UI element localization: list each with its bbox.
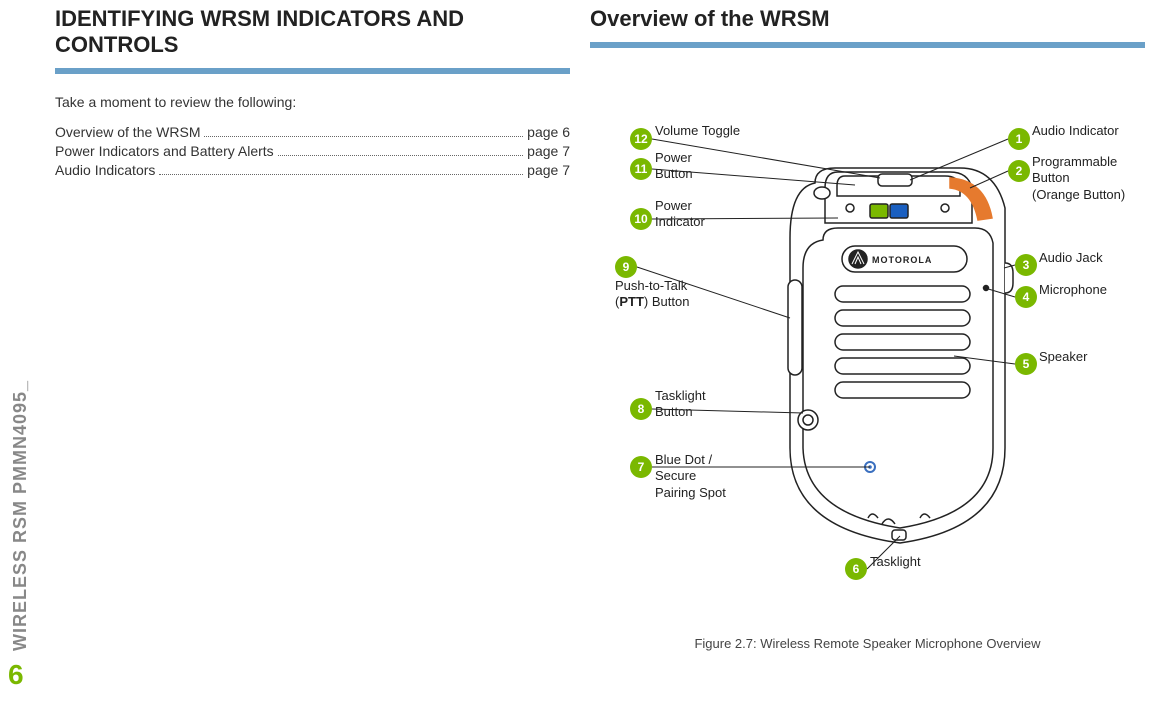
toc-dots (159, 164, 523, 175)
callout-marker-9: 9 (615, 256, 637, 278)
callout-marker-2: 2 (1008, 160, 1030, 182)
callout-label-3: Audio Jack (1039, 250, 1103, 266)
toc-page: page 7 (527, 143, 570, 159)
left-rule (55, 68, 570, 74)
toc-page: page 7 (527, 162, 570, 178)
callout-marker-6: 6 (845, 558, 867, 580)
toc-label: Overview of the WRSM (55, 124, 200, 140)
toc-row: Power Indicators and Battery Alerts page … (55, 143, 570, 159)
side-vertical-text: WIRELESS RSM PMMN4095_ (10, 291, 31, 651)
brand-text: MOTOROLA (872, 255, 932, 265)
callout-marker-12: 12 (630, 128, 652, 150)
callout-label-8: TasklightButton (655, 388, 706, 421)
left-column: IDENTIFYING WRSM INDICATORS AND CONTROLS… (55, 0, 570, 181)
callout-label-6: Tasklight (870, 554, 921, 570)
callout-label-7: Blue Dot /SecurePairing Spot (655, 452, 726, 501)
figure-caption: Figure 2.7: Wireless Remote Speaker Micr… (590, 636, 1145, 651)
toc-label: Audio Indicators (55, 162, 155, 178)
callout-label-9: Push-to-Talk(PTT) Button (615, 278, 689, 311)
callout-label-4: Microphone (1039, 282, 1107, 298)
side-tab: WIRELESS RSM PMMN4095_ 6 (8, 11, 38, 691)
toc-list: Overview of the WRSM page 6 Power Indicato… (55, 124, 570, 178)
callout-marker-5: 5 (1015, 353, 1037, 375)
page-number: 6 (8, 659, 24, 691)
callout-marker-4: 4 (1015, 286, 1037, 308)
toc-row: Overview of the WRSM page 6 (55, 124, 570, 140)
figure-area: MOTOROLA 1Audio Indicator 2ProgrammableBu… (590, 68, 1145, 628)
right-title: Overview of the WRSM (590, 0, 1145, 42)
callout-label-1: Audio Indicator (1032, 123, 1119, 139)
callout-marker-10: 10 (630, 208, 652, 230)
callout-label-2: ProgrammableButton(Orange Button) (1032, 154, 1125, 203)
callout-label-11: PowerButton (655, 150, 693, 183)
callout-label-5: Speaker (1039, 349, 1087, 365)
right-rule (590, 42, 1145, 48)
toc-dots (204, 126, 523, 137)
callout-marker-7: 7 (630, 456, 652, 478)
right-column: Overview of the WRSM (590, 0, 1145, 651)
callout-label-10: PowerIndicator (655, 198, 705, 231)
callout-marker-1: 1 (1008, 128, 1030, 150)
left-intro: Take a moment to review the following: (55, 94, 570, 110)
toc-row: Audio Indicators page 7 (55, 162, 570, 178)
callout-marker-3: 3 (1015, 254, 1037, 276)
callout-label-12: Volume Toggle (655, 123, 740, 139)
toc-label: Power Indicators and Battery Alerts (55, 143, 274, 159)
toc-page: page 6 (527, 124, 570, 140)
callout-marker-11: 11 (630, 158, 652, 180)
left-title: IDENTIFYING WRSM INDICATORS AND CONTROLS (55, 0, 570, 68)
callout-marker-8: 8 (630, 398, 652, 420)
toc-dots (278, 145, 524, 156)
